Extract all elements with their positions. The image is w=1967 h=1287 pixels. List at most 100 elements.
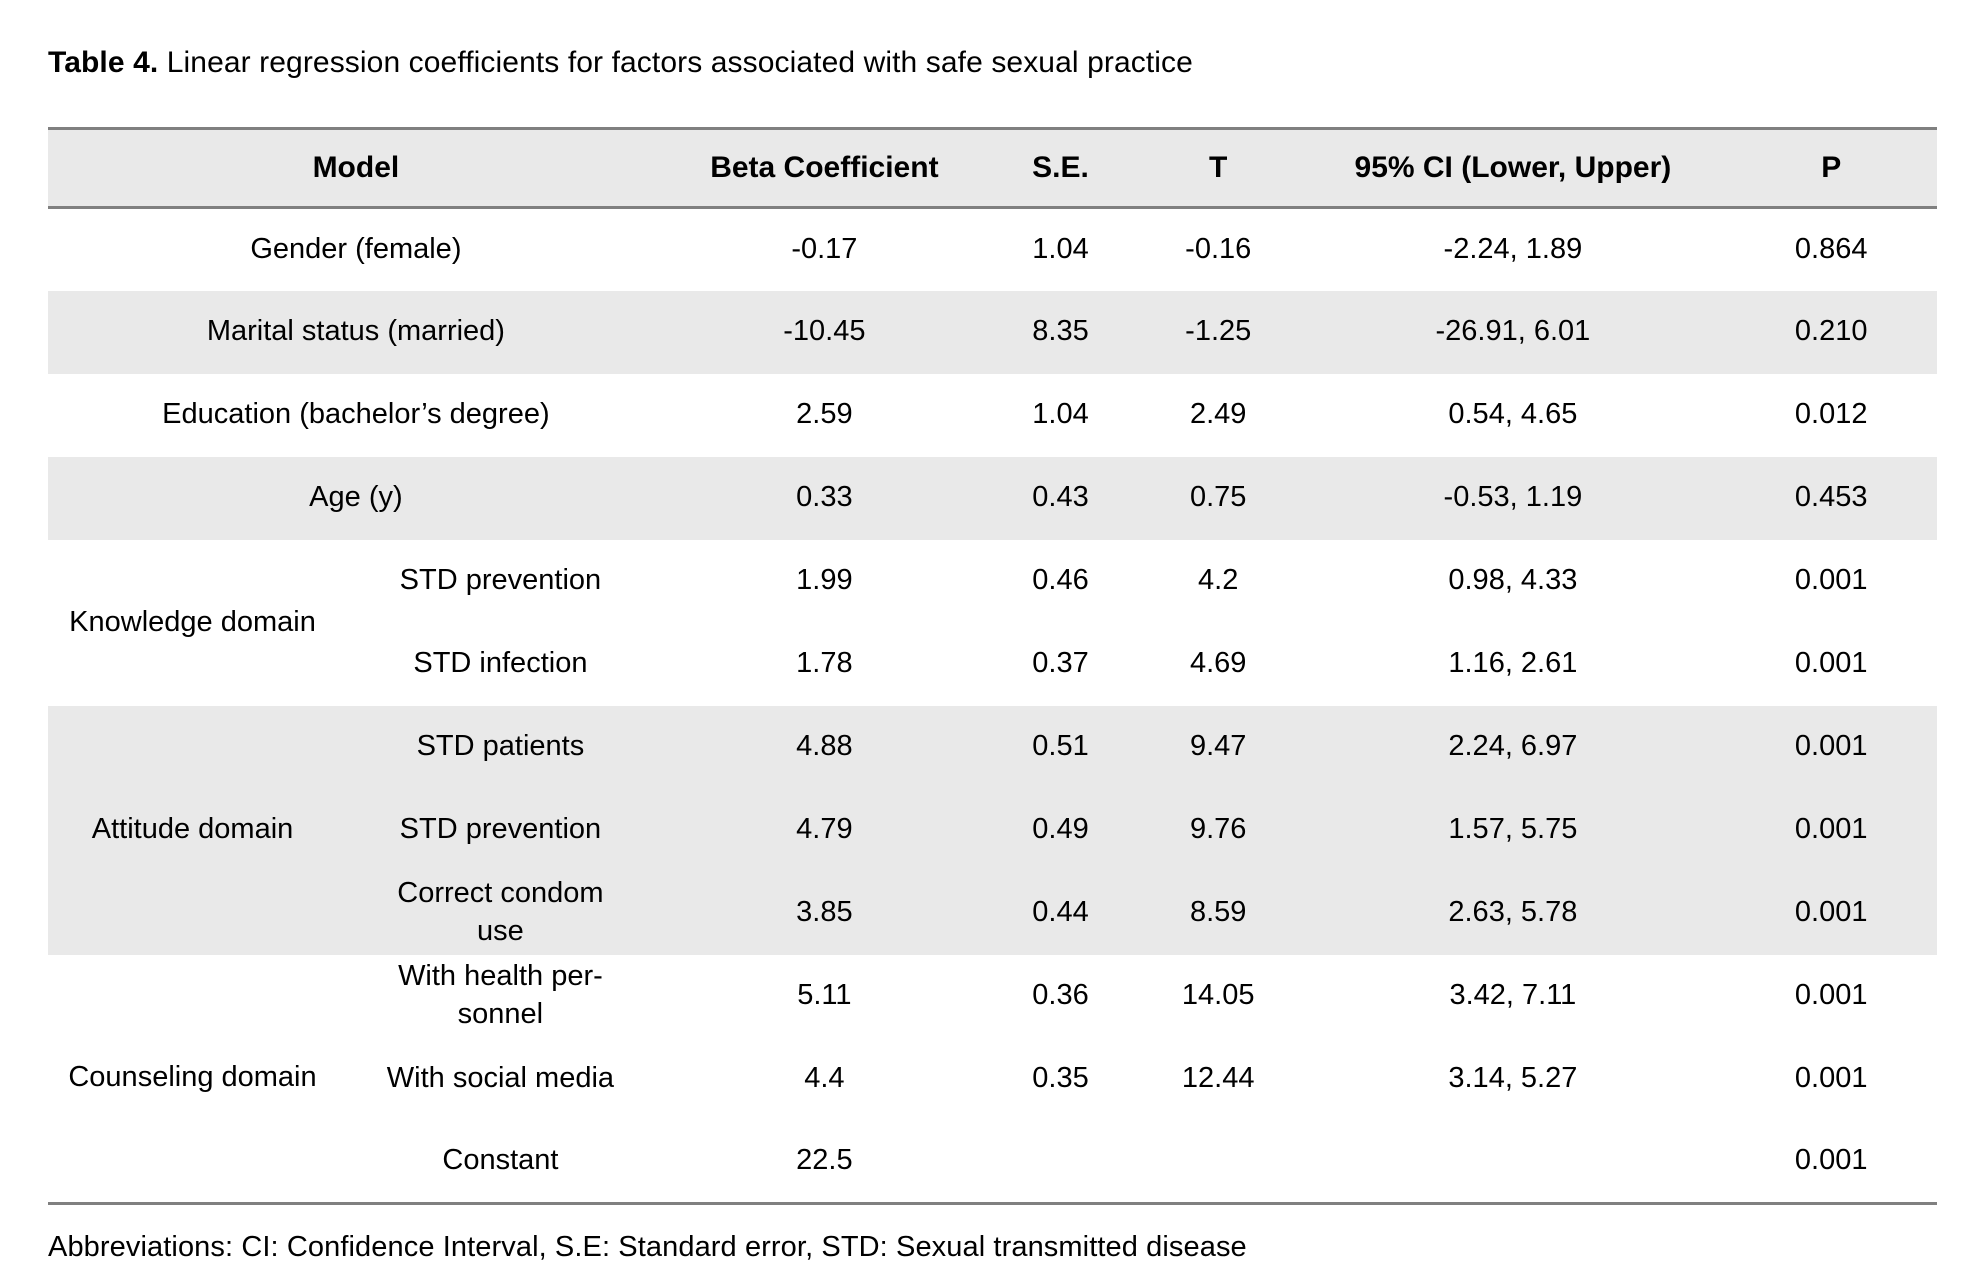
t-cell: 9.76: [1136, 788, 1301, 872]
table-caption: Linear regression coefficients for facto…: [158, 46, 1193, 79]
table-row: Constant 22.5 0.001: [48, 1121, 1937, 1204]
se-cell: 1.04: [1032, 232, 1089, 265]
col-header-model: Model: [48, 128, 664, 209]
se-cell: 0.36: [1032, 979, 1089, 1012]
domain-cell: Counseling domain: [68, 1061, 317, 1094]
model-item-cell: Constant: [442, 1144, 559, 1177]
p-cell: 0.001: [1794, 1062, 1868, 1095]
t-cell: 4.2: [1198, 564, 1239, 597]
model-item-cell: Gender (female): [250, 232, 462, 265]
se-cell: [985, 1121, 1136, 1204]
table-row: Marital status (married) -10.45 8.35 -1.25-…: [48, 290, 1937, 374]
beta-cell: 1.99: [796, 564, 853, 597]
se-cell: 0.35: [1032, 1062, 1089, 1095]
p-cell: 0.001: [1794, 979, 1868, 1012]
se-cell: 8.35: [984, 290, 1137, 374]
ci-cell: 2.63, 5.78: [1300, 871, 1726, 955]
p-cell: 0.210: [1725, 290, 1937, 374]
model-item-cell: Correct condom use: [337, 871, 664, 955]
t-cell: -1.25: [1136, 290, 1301, 374]
ci-cell: [1300, 1121, 1725, 1204]
se-cell: 0.37: [1032, 647, 1089, 680]
table-row: Age (y) 0.33 0.43 0.75 -0.53, 1.19 0.453: [48, 456, 1937, 540]
model-item-cell: Marital status (married): [48, 290, 664, 374]
p-cell: 0.001: [1794, 647, 1868, 680]
beta-cell: 4.79: [663, 788, 985, 872]
table-row: STD infection 1.78 0.37 4.69 1.16, 2.61 0.001: [48, 623, 1937, 706]
table-row: Knowledge domain STD prevention 1.99 0.46 4.…: [48, 540, 1937, 638]
beta-cell: 2.59: [796, 398, 853, 431]
ci-cell: 1.57, 5.75: [1300, 788, 1726, 872]
se-cell: 0.46: [1032, 564, 1089, 597]
ci-cell: -0.53, 1.19: [1300, 456, 1726, 540]
table-row: Correct condom use 3.85 0.44 8.59 2.63, 5.78…: [48, 871, 1937, 955]
p-cell: 0.001: [1794, 564, 1868, 597]
t-cell: -0.16: [1185, 232, 1252, 265]
beta-cell: 4.88: [663, 705, 985, 789]
col-header-t: T: [1136, 128, 1301, 209]
table-number: Table 4.: [48, 46, 159, 79]
beta-cell: 4.4: [804, 1062, 845, 1095]
table-row: With social media 4.4 0.35 12.44 3.14, 5.27 0…: [48, 1038, 1937, 1121]
p-cell: 0.001: [1725, 705, 1937, 789]
beta-cell: -0.17: [791, 232, 858, 265]
t-cell: 8.59: [1136, 871, 1301, 955]
domain-cell: Knowledge domain: [69, 605, 316, 638]
beta-cell: -10.45: [663, 290, 985, 374]
p-cell: 0.001: [1794, 1144, 1868, 1177]
model-item-cell: STD patients: [337, 705, 664, 789]
table-row: Attitude domain STD patients 4.88 0.51 9.47 2…: [48, 705, 1937, 955]
t-cell: 4.69: [1189, 647, 1247, 680]
col-header-se: S.E.: [984, 128, 1137, 209]
col-header-ci: 95% CI (Lower, Upper): [1300, 128, 1726, 209]
model-item-cell: Education (bachelor’s degree): [162, 398, 550, 431]
table-body: Gender (female) -0.17 1.04 -0.16 -2.24, 1.89…: [48, 208, 1937, 1204]
model-item-cell: STD infection: [413, 647, 588, 680]
beta-cell: 3.85: [663, 871, 985, 955]
domain-cell: Attitude domain: [48, 705, 338, 955]
beta-cell: 22.5: [796, 1144, 853, 1177]
ci-cell: 2.24, 6.97: [1300, 705, 1726, 789]
model-item-cell: With health per- sonnel: [398, 960, 603, 1030]
ci-cell: 3.42, 7.11: [1449, 979, 1577, 1012]
ci-cell: 0.54, 4.65: [1448, 398, 1578, 431]
p-cell: 0.012: [1794, 398, 1868, 431]
table-title: Table 4. Linear regression coefficients …: [48, 44, 1937, 82]
ci-cell: 1.16, 2.61: [1448, 647, 1578, 680]
p-cell: 0.001: [1725, 871, 1937, 955]
table-row: Counseling domain With health per- sonnel…: [48, 955, 1937, 1093]
p-cell: 0.453: [1725, 456, 1937, 540]
abbreviations-footnote: Abbreviations: CI: Confidence Interval, …: [48, 1231, 1247, 1263]
model-item-cell: With social media: [386, 1062, 615, 1095]
col-header-p: P: [1725, 128, 1937, 209]
table-row: STD prevention 4.79 0.49 9.76 1.57, 5.75 0.00…: [48, 788, 1937, 872]
model-item-cell: STD prevention: [399, 564, 602, 597]
se-cell: 0.51: [984, 705, 1137, 789]
se-cell: 1.04: [1032, 398, 1089, 431]
col-header-beta: Beta Coefficient: [663, 128, 985, 209]
ci-cell: -26.91, 6.01: [1300, 290, 1726, 374]
ci-cell: 3.14, 5.27: [1448, 1062, 1578, 1095]
regression-table: Model Beta Coefficient S.E. T 95% CI (Lo…: [48, 127, 1937, 1205]
ci-cell: 0.98, 4.33: [1448, 564, 1578, 597]
se-cell: 0.44: [984, 871, 1137, 955]
model-item-cell: Age (y): [48, 456, 664, 540]
t-cell: 2.49: [1189, 398, 1247, 431]
table-row: Gender (female) -0.17 1.04 -0.16 -2.24, 1.89…: [48, 208, 1937, 291]
se-cell: 0.49: [984, 788, 1137, 872]
se-cell: 0.43: [984, 456, 1137, 540]
t-cell: 9.47: [1136, 705, 1301, 789]
t-cell: 14.05: [1181, 979, 1255, 1012]
beta-cell: 5.11: [797, 979, 852, 1012]
ci-cell: -2.24, 1.89: [1443, 232, 1583, 265]
table-row: Education (bachelor’s degree) 2.59 1.04 2.4…: [48, 374, 1937, 457]
beta-cell: 0.33: [663, 456, 985, 540]
t-cell: 0.75: [1136, 456, 1301, 540]
model-item-cell: STD prevention: [337, 788, 664, 872]
p-cell: 0.864: [1794, 232, 1868, 265]
beta-cell: 1.78: [796, 647, 853, 680]
t-cell: 12.44: [1181, 1062, 1255, 1095]
table-header-row: Model Beta Coefficient S.E. T 95% CI (Lo…: [48, 128, 1937, 209]
p-cell: 0.001: [1725, 788, 1937, 872]
